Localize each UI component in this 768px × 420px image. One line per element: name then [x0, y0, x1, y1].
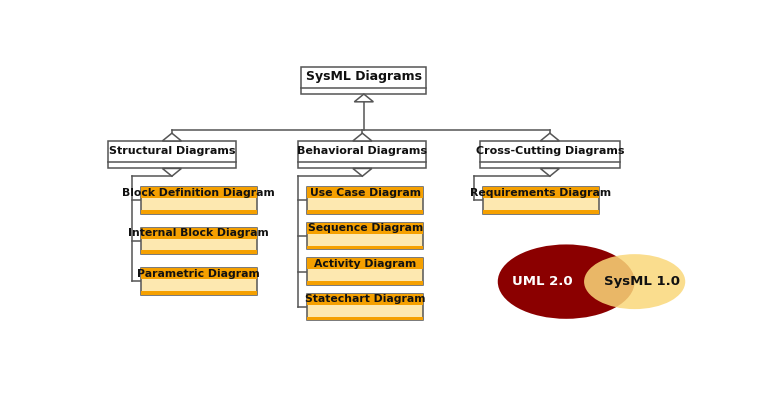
FancyBboxPatch shape — [141, 228, 257, 239]
Polygon shape — [353, 168, 372, 176]
FancyBboxPatch shape — [307, 317, 423, 320]
Polygon shape — [541, 133, 559, 141]
FancyBboxPatch shape — [307, 258, 423, 285]
FancyBboxPatch shape — [141, 268, 257, 279]
FancyBboxPatch shape — [108, 141, 236, 168]
FancyBboxPatch shape — [307, 210, 423, 214]
Text: Requirements Diagram: Requirements Diagram — [470, 188, 611, 198]
Text: SysML 1.0: SysML 1.0 — [604, 275, 680, 288]
Polygon shape — [353, 133, 372, 141]
FancyBboxPatch shape — [483, 187, 599, 198]
Text: UML 2.0: UML 2.0 — [512, 275, 573, 288]
FancyBboxPatch shape — [483, 210, 599, 214]
Ellipse shape — [584, 254, 685, 309]
Text: Block Definition Diagram: Block Definition Diagram — [122, 188, 275, 198]
Text: Cross-Cutting Diagrams: Cross-Cutting Diagrams — [475, 146, 624, 155]
FancyBboxPatch shape — [307, 187, 423, 214]
FancyBboxPatch shape — [299, 141, 426, 168]
FancyBboxPatch shape — [141, 228, 257, 254]
Polygon shape — [162, 133, 181, 141]
FancyBboxPatch shape — [141, 250, 257, 254]
FancyBboxPatch shape — [307, 187, 423, 198]
Ellipse shape — [498, 244, 634, 319]
FancyBboxPatch shape — [483, 187, 599, 214]
FancyBboxPatch shape — [301, 66, 426, 94]
FancyBboxPatch shape — [141, 268, 257, 294]
Text: SysML Diagrams: SysML Diagrams — [306, 70, 422, 83]
Text: Internal Block Diagram: Internal Block Diagram — [128, 228, 269, 238]
FancyBboxPatch shape — [141, 291, 257, 294]
Text: Activity Diagram: Activity Diagram — [314, 259, 416, 269]
Text: Parametric Diagram: Parametric Diagram — [137, 269, 260, 278]
FancyBboxPatch shape — [307, 281, 423, 285]
FancyBboxPatch shape — [307, 223, 423, 234]
Text: Sequence Diagram: Sequence Diagram — [308, 223, 423, 234]
Text: Statechart Diagram: Statechart Diagram — [305, 294, 425, 304]
FancyBboxPatch shape — [307, 258, 423, 270]
FancyBboxPatch shape — [307, 294, 423, 320]
FancyBboxPatch shape — [307, 223, 423, 249]
Polygon shape — [541, 168, 559, 176]
FancyBboxPatch shape — [307, 294, 423, 305]
FancyBboxPatch shape — [307, 246, 423, 249]
Text: Use Case Diagram: Use Case Diagram — [310, 188, 421, 198]
FancyBboxPatch shape — [141, 210, 257, 214]
Text: Behavioral Diagrams: Behavioral Diagrams — [297, 146, 427, 155]
FancyBboxPatch shape — [480, 141, 620, 168]
FancyBboxPatch shape — [141, 187, 257, 214]
Text: Structural Diagrams: Structural Diagrams — [108, 146, 235, 155]
FancyBboxPatch shape — [141, 187, 257, 198]
Polygon shape — [354, 94, 373, 102]
Polygon shape — [162, 168, 181, 176]
